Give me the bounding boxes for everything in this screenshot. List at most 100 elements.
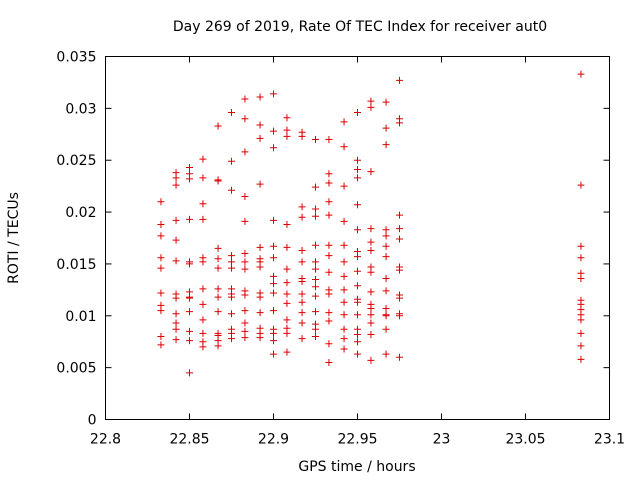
x-axis-label: GPS time / hours [298, 459, 415, 475]
data-point [312, 212, 319, 220]
data-point [382, 274, 390, 282]
data-point [354, 298, 361, 306]
data-point [172, 310, 180, 318]
data-point [325, 309, 333, 317]
data-point [367, 305, 375, 313]
x-tick-label: 22.8 [90, 432, 121, 448]
data-point [382, 305, 390, 313]
data-point [256, 180, 264, 188]
data-point [577, 342, 585, 350]
data-point [172, 257, 180, 265]
data-point [283, 132, 291, 140]
data-point [270, 144, 277, 152]
x-tick-label: 23.05 [505, 432, 545, 448]
data-point [325, 198, 333, 206]
data-point [241, 250, 249, 258]
data-point [340, 345, 348, 353]
data-point [312, 258, 319, 266]
data-point [367, 356, 375, 364]
data-point [577, 70, 585, 78]
data-point [241, 217, 249, 225]
x-tick-label: 23.1 [594, 432, 625, 448]
data-point [241, 265, 249, 273]
data-point [270, 90, 277, 98]
data-point [396, 353, 403, 361]
data-point [312, 325, 319, 333]
data-point [270, 337, 277, 345]
data-point [354, 350, 361, 358]
data-point [172, 236, 180, 244]
data-point [382, 98, 390, 106]
data-point [298, 309, 306, 317]
data-point [186, 260, 193, 268]
data-point [298, 335, 306, 343]
data-point [354, 253, 361, 261]
data-point [157, 232, 165, 240]
data-point [214, 264, 222, 272]
data-point [283, 279, 291, 287]
data-point [367, 103, 375, 111]
data-point [228, 264, 235, 272]
data-point [157, 198, 165, 206]
data-point [396, 266, 403, 274]
data-point [298, 258, 306, 266]
data-point [199, 155, 207, 163]
data-point [367, 330, 375, 338]
data-point [312, 283, 319, 291]
data-point [340, 217, 348, 225]
y-tick-label: 0.02 [65, 205, 96, 221]
data-point [396, 119, 403, 127]
data-point [228, 258, 235, 266]
data-point [241, 319, 249, 327]
data-point [340, 298, 348, 306]
data-point [354, 338, 361, 346]
data-point [325, 211, 333, 219]
data-point [354, 267, 361, 275]
data-point [270, 280, 277, 288]
data-point [312, 135, 319, 143]
data-point [283, 265, 291, 273]
data-point [186, 294, 193, 302]
data-point [172, 216, 180, 224]
data-point [312, 333, 319, 341]
data-point [270, 272, 277, 280]
data-point [228, 186, 235, 194]
data-point [228, 252, 235, 260]
data-point [396, 235, 403, 243]
x-tick-label: 22.95 [337, 432, 377, 448]
data-point [312, 241, 319, 249]
data-point [283, 299, 291, 307]
x-axis: 22.8 22.85 22.9 22.95 23 23.05 23.1 [90, 56, 625, 448]
data-point [199, 343, 207, 351]
data-point [172, 325, 180, 333]
data-point [325, 179, 333, 187]
data-point [367, 268, 375, 276]
data-point [340, 118, 348, 126]
data-point [172, 174, 180, 182]
data-point [241, 95, 249, 103]
data-point [256, 93, 264, 101]
data-point [577, 316, 585, 324]
data-point [577, 329, 585, 337]
data-point [157, 307, 165, 315]
data-point [298, 319, 306, 327]
data-point [214, 122, 222, 130]
data-point [325, 340, 333, 348]
data-point [199, 174, 207, 182]
data-point [241, 327, 249, 335]
data-point [199, 215, 207, 223]
data-point [214, 293, 222, 301]
data-point [186, 327, 193, 335]
data-point [382, 242, 390, 250]
data-point [396, 225, 403, 233]
data-point [241, 307, 249, 315]
data-point [367, 168, 375, 176]
data-point [298, 298, 306, 306]
data-point [214, 244, 222, 252]
data-point [283, 243, 291, 251]
data-point [312, 275, 319, 283]
data-point [157, 341, 165, 349]
data-point [396, 312, 403, 320]
data-point [270, 242, 277, 250]
data-point [199, 316, 207, 324]
